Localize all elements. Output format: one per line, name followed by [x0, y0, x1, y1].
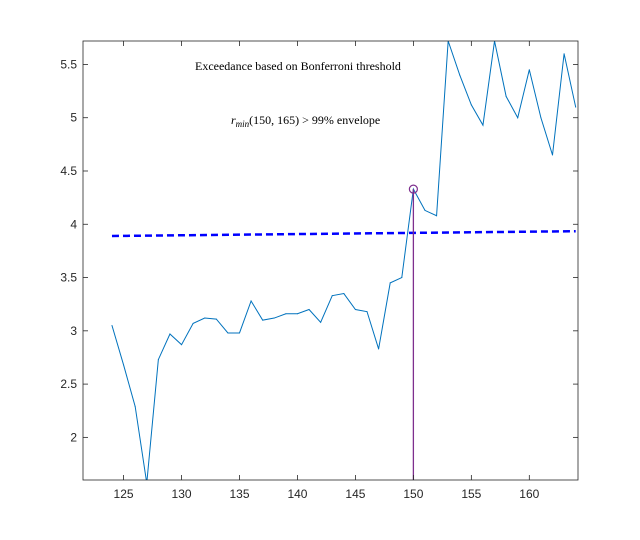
y-tick-label: 3.5 — [60, 271, 77, 285]
x-tick-label: 160 — [519, 487, 539, 501]
series-point-score — [273, 317, 275, 319]
tick-layer: 125 130 135 140 145 150 155 160 2 2.5 3 3.5 4 4.5 5 5.5 — [60, 41, 578, 501]
series-point-score — [517, 117, 519, 119]
series-point-score — [459, 74, 461, 76]
y-tick-label: 4 — [70, 217, 77, 231]
marker-point — [408, 184, 418, 194]
series-point-score — [505, 95, 507, 97]
series-point-score — [181, 344, 183, 346]
series-point-score — [551, 154, 553, 156]
annotation-subscript: min — [236, 119, 250, 129]
series-point-score — [192, 322, 194, 324]
series-point-score — [389, 282, 391, 284]
series-point-score — [320, 321, 322, 323]
series-point-score — [169, 333, 171, 335]
y-tick-label: 3 — [70, 324, 77, 338]
y-tick-label: 2.5 — [60, 377, 77, 391]
series-point-score — [563, 53, 565, 55]
series-point-score — [354, 309, 356, 311]
plot-area — [83, 41, 578, 480]
series-point-score — [575, 106, 577, 108]
series-point-score — [146, 483, 147, 484]
y-tick-label: 5.5 — [60, 57, 77, 71]
series-point-score — [250, 300, 252, 302]
series-point-score — [540, 117, 542, 119]
series-point-score — [378, 348, 380, 350]
x-tick-label: 140 — [287, 487, 307, 501]
series-point-score — [262, 319, 264, 321]
series-line-threshold — [111, 229, 576, 238]
series-point-score — [401, 277, 403, 279]
annotation-symbol: r — [231, 113, 236, 127]
series-point-score — [134, 405, 136, 407]
series-point-score — [238, 332, 240, 334]
y-tick-label: 4.5 — [60, 164, 77, 178]
series-point-score — [470, 104, 472, 106]
series-point-score — [204, 317, 206, 319]
axes-box — [82, 40, 579, 481]
series-point-score — [111, 324, 113, 326]
y-tick-label: 5 — [70, 111, 77, 125]
x-tick-label: 125 — [114, 487, 134, 501]
series-point-score — [482, 124, 484, 126]
series-point-score — [331, 295, 333, 297]
series-point-score — [366, 311, 368, 313]
series-point-score — [528, 69, 530, 71]
x-tick-label: 145 — [345, 487, 365, 501]
x-tick-label: 155 — [461, 487, 481, 501]
series-point-score — [215, 318, 217, 320]
series-point-score — [157, 359, 159, 361]
series-point-score — [424, 209, 426, 211]
series-point-score — [436, 215, 438, 217]
series-point-score — [227, 332, 229, 334]
series-point-score — [123, 364, 125, 366]
annotation-envelope-text: (150, 165) > 99% envelope — [249, 113, 380, 127]
x-tick-label: 135 — [229, 487, 249, 501]
series-point-score — [296, 313, 298, 315]
x-tick-label: 130 — [172, 487, 192, 501]
annotation-bonferroni: Exceedance based on Bonferroni threshold — [195, 59, 401, 73]
y-tick-label: 2 — [70, 430, 77, 444]
series-layer — [111, 41, 577, 484]
annotation-envelope: rmin(150, 165) > 99% envelope — [231, 113, 380, 129]
series-point-score — [308, 309, 310, 311]
series-point-score — [343, 293, 345, 295]
series-point-score — [285, 313, 287, 315]
x-tick-label: 150 — [403, 487, 423, 501]
